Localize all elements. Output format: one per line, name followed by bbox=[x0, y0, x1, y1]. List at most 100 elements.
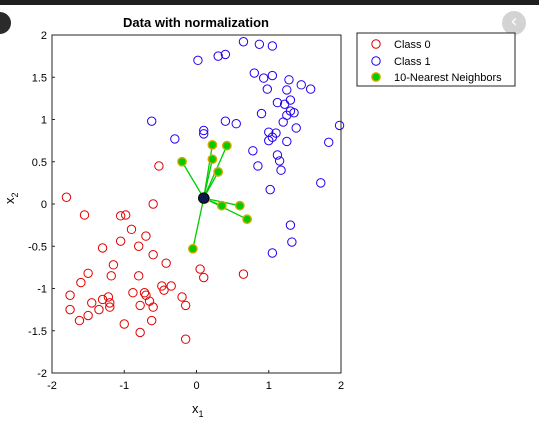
class-0-point bbox=[106, 271, 116, 281]
class-0-point bbox=[74, 315, 85, 326]
class-0-point bbox=[103, 292, 114, 302]
class-1-point bbox=[213, 51, 223, 61]
class-0-point bbox=[120, 210, 131, 220]
y-tick-label: 2 bbox=[41, 30, 47, 42]
class-0-point bbox=[76, 277, 86, 288]
class-0-point bbox=[161, 258, 171, 268]
legend-box bbox=[356, 32, 516, 87]
class-1-point bbox=[258, 73, 269, 83]
legend-marker-class-1 bbox=[371, 56, 381, 66]
chart-title: Data with normalization bbox=[123, 15, 269, 30]
x-tick-label: -1 bbox=[119, 380, 129, 392]
neighbor-point bbox=[207, 154, 218, 165]
class-1-point bbox=[264, 135, 274, 146]
x-tick-label: 2 bbox=[338, 380, 344, 392]
neighbor-point bbox=[207, 139, 218, 150]
class-1-point bbox=[199, 129, 209, 139]
x-axis-label-subscript: 1 bbox=[199, 409, 204, 419]
class-0-point bbox=[148, 302, 158, 312]
data-points bbox=[61, 37, 345, 344]
class-0-point bbox=[65, 304, 75, 315]
neighbor-point bbox=[221, 140, 232, 151]
class-1-point bbox=[256, 108, 267, 119]
class-0-point bbox=[134, 241, 144, 251]
legend: Class 0 Class 1 10-Nearest Neighbors bbox=[356, 32, 516, 87]
neighbor-point bbox=[187, 243, 198, 254]
y-tick-label: 0 bbox=[41, 199, 47, 211]
class-1-point bbox=[231, 119, 241, 129]
class-1-point bbox=[296, 80, 306, 90]
neighbor-line bbox=[192, 197, 205, 249]
class-1-point bbox=[276, 165, 286, 175]
class-1-point bbox=[262, 84, 273, 94]
y-tick-label: -2 bbox=[37, 368, 47, 380]
class-1-point bbox=[199, 125, 209, 136]
class-1-point bbox=[279, 99, 290, 109]
neighbor-point bbox=[234, 200, 245, 211]
class-1-point bbox=[220, 49, 231, 60]
legend-marker-neighbors bbox=[371, 72, 381, 82]
back-button[interactable]: ‹ bbox=[502, 11, 526, 35]
y-axis-label: x2 bbox=[2, 192, 20, 204]
class-1-point bbox=[253, 161, 263, 171]
class-1-point bbox=[285, 220, 296, 230]
class-1-point bbox=[291, 123, 301, 133]
class-1-point bbox=[287, 237, 297, 247]
neighbor-line bbox=[203, 159, 214, 199]
class-1-point bbox=[238, 37, 249, 47]
class-1-point bbox=[265, 184, 275, 195]
class-1-point bbox=[272, 150, 283, 160]
window-corner-control[interactable] bbox=[0, 12, 11, 34]
y-axis-label-subscript: 2 bbox=[10, 192, 20, 197]
class-1-point bbox=[278, 117, 288, 127]
class-0-point bbox=[166, 281, 176, 291]
x-axis-ticks: -2 -1 0 1 2 bbox=[47, 370, 344, 392]
class-0-point bbox=[87, 298, 97, 308]
x-tick-label: -2 bbox=[47, 380, 57, 392]
plot-area bbox=[51, 34, 342, 374]
class-0-point bbox=[135, 300, 145, 311]
x-tick-label: 1 bbox=[266, 380, 272, 392]
y-tick-label: 0.5 bbox=[32, 157, 47, 169]
neighbor-point bbox=[213, 166, 224, 177]
y-tick-label: -1 bbox=[37, 284, 47, 296]
y-axis-ticks: -2 -1.5 -1 -0.5 0 0.5 1 1.5 2 bbox=[28, 30, 55, 380]
legend-label-neighbors: 10-Nearest Neighbors bbox=[394, 72, 502, 84]
class-1-point bbox=[254, 39, 265, 49]
class-0-point bbox=[119, 319, 129, 329]
neighbor-point bbox=[177, 156, 187, 167]
class-1-point bbox=[193, 55, 203, 66]
class-0-point bbox=[180, 334, 191, 344]
class-1-point bbox=[170, 134, 180, 144]
legend-marker-class-0 bbox=[371, 39, 381, 49]
class-0-point bbox=[134, 271, 144, 281]
x-axis-label-main: x bbox=[192, 401, 199, 416]
class-0-point bbox=[147, 315, 157, 326]
x-axis-label: x1 bbox=[192, 401, 204, 419]
class-0-point bbox=[83, 268, 93, 278]
class-1-point bbox=[267, 132, 278, 142]
class-0-point bbox=[180, 300, 191, 311]
class-1-point bbox=[324, 137, 334, 148]
class-0-point bbox=[61, 192, 72, 202]
class-0-point bbox=[105, 302, 115, 312]
class-1-point bbox=[334, 120, 345, 131]
class-1-point bbox=[249, 68, 260, 78]
class-0-point bbox=[177, 292, 187, 302]
class-1-point bbox=[267, 70, 278, 81]
class-1-point bbox=[274, 156, 285, 166]
y-tick-label: -0.5 bbox=[28, 241, 47, 253]
class-0-point bbox=[195, 264, 205, 274]
y-axis-label-main: x bbox=[2, 197, 17, 204]
class-0-point bbox=[97, 243, 108, 253]
class-0-point bbox=[105, 298, 115, 308]
legend-label-class-0: Class 0 bbox=[394, 39, 431, 51]
class-0-point bbox=[79, 210, 90, 220]
class-1-point bbox=[267, 41, 278, 51]
class-1-point bbox=[289, 108, 299, 118]
class-0-point bbox=[141, 231, 151, 241]
class-1-point bbox=[267, 248, 278, 258]
class-1-point bbox=[220, 116, 231, 126]
class-1-point bbox=[248, 146, 258, 156]
